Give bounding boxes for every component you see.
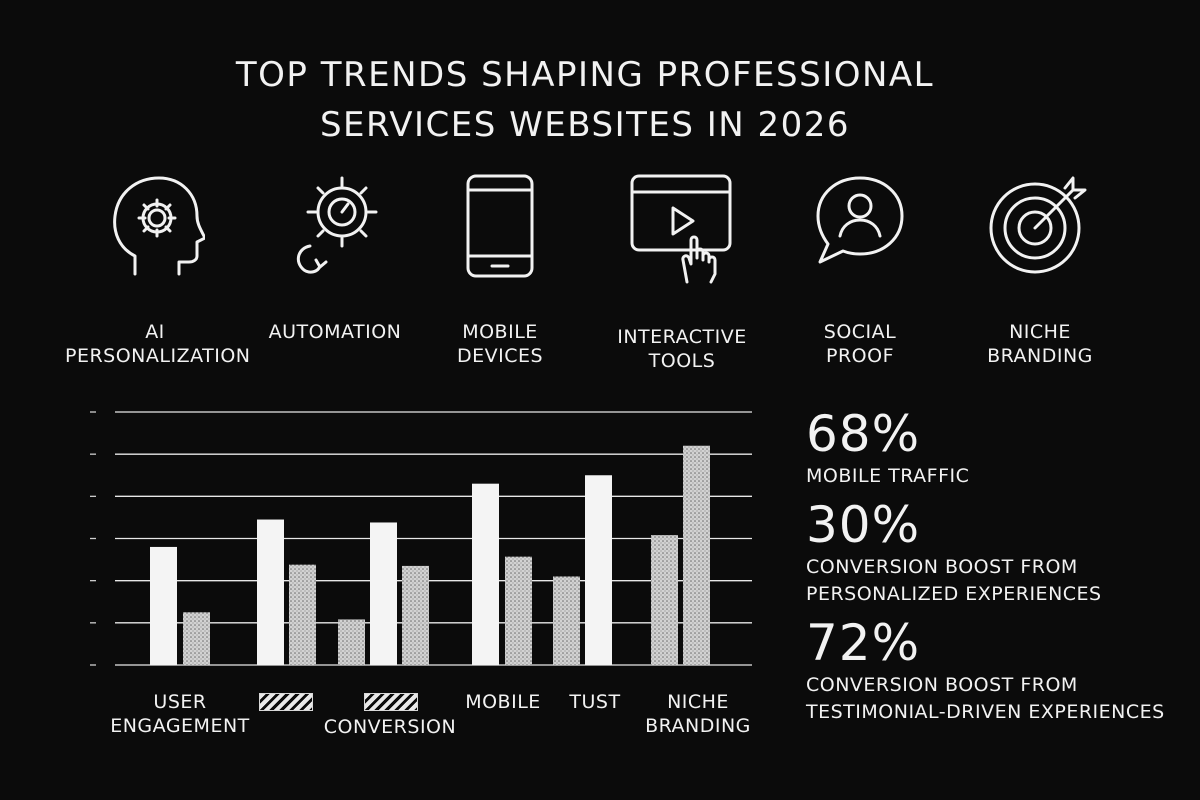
category-label: NICHE BRANDING: [645, 691, 751, 737]
bar-dotted: [338, 619, 365, 665]
video-tap-icon: [630, 174, 732, 284]
trend-mobile-devices: MOBILE DEVICES: [410, 170, 590, 368]
bar-solid: [150, 546, 177, 665]
bar-dotted: [402, 565, 429, 665]
category-label: MOBILE: [465, 691, 541, 713]
head-gear-icon: [113, 176, 205, 276]
category-label: CONVERSION: [323, 716, 457, 738]
stat-value: 30%: [806, 496, 921, 554]
trend-label: SOCIAL PROOF: [823, 321, 897, 367]
stat-value: 72%: [806, 614, 921, 672]
stat-value: 68%: [806, 405, 921, 463]
bar-dotted: [683, 445, 710, 665]
stats-panel: 68% MOBILE TRAFFIC 30% CONVERSION BOOST …: [806, 405, 1186, 732]
smartphone-icon: [466, 174, 534, 278]
bar-dotted: [505, 556, 532, 665]
stat-label: CONVERSION BOOST FROM TESTIMONIAL-DRIVEN…: [806, 674, 1165, 723]
target-icon: [989, 176, 1087, 274]
trend-label: MOBILE DEVICES: [456, 321, 544, 367]
stat-block: 68% MOBILE TRAFFIC: [806, 405, 1186, 490]
stat-label: CONVERSION BOOST FROM PERSONALIZED EXPER…: [806, 556, 1102, 605]
trend-label: INTERACTIVE TOOLS: [617, 326, 747, 372]
stat-label: MOBILE TRAFFIC: [806, 465, 970, 487]
trend-ai-personalization: AI PERSONALIZATION: [65, 170, 251, 368]
title-line-1: TOP TRENDS SHAPING PROFESSIONAL: [235, 55, 935, 95]
trends-row: AI PERSONALIZATION AUTOMATION MOBILE DEV…: [0, 170, 1200, 373]
bar-solid: [585, 475, 612, 665]
trend-label: NICHE BRANDING: [987, 321, 1093, 367]
bar-solid: [370, 522, 397, 665]
bar-dotted: [651, 535, 678, 665]
category-label: USER ENGAGEMENT: [110, 691, 250, 737]
chat-user-icon: [816, 176, 904, 264]
bar-solid: [257, 519, 284, 665]
title-line-2: SERVICES WEBSITES IN 2026: [319, 105, 851, 145]
category-hatch-swatch: [259, 693, 313, 711]
trend-social-proof: SOCIAL PROOF: [770, 170, 950, 368]
bar-dotted: [289, 564, 316, 665]
stat-block: 72% CONVERSION BOOST FROM TESTIMONIAL-DR…: [806, 614, 1186, 726]
trend-label: AI PERSONALIZATION: [65, 321, 251, 367]
trend-automation: AUTOMATION: [245, 170, 425, 344]
gear-cycle-icon: [296, 176, 378, 274]
bar-solid: [472, 483, 499, 665]
category-label: TUST: [569, 691, 621, 713]
trend-label: AUTOMATION: [268, 321, 402, 343]
trend-niche-branding: NICHE BRANDING: [950, 170, 1130, 368]
category-hatch-swatch: [364, 693, 418, 711]
page-title: TOP TRENDS SHAPING PROFESSIONAL SERVICES…: [0, 50, 1170, 150]
bar-dotted: [183, 612, 210, 665]
trend-interactive-tools: INTERACTIVE TOOLS: [592, 170, 772, 373]
bar-dotted: [553, 576, 580, 665]
stat-block: 30% CONVERSION BOOST FROM PERSONALIZED E…: [806, 496, 1186, 608]
bar-chart: [90, 411, 752, 666]
